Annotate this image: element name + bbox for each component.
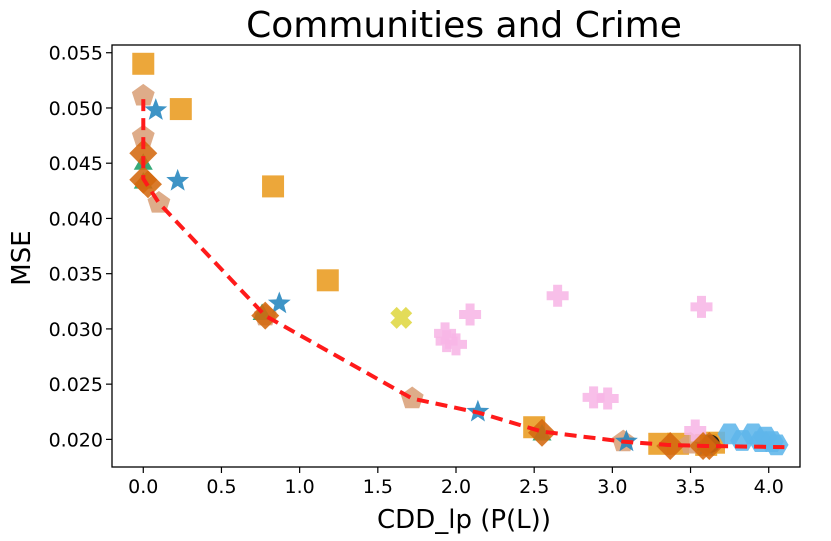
frontier-line — [141, 99, 785, 450]
series-diamond — [129, 139, 724, 461]
data-point-diamond — [528, 418, 556, 447]
x-tick-label: 2.5 — [519, 476, 549, 498]
x-axis-label: CDD_lp (P(L)) — [377, 505, 551, 535]
x-tick-label: 2.0 — [441, 476, 471, 498]
y-axis-label: MSE — [7, 230, 37, 285]
x-tick-label: 1.5 — [363, 476, 393, 498]
series-x-cross — [390, 306, 413, 329]
data-point-plus — [459, 303, 482, 326]
plot-frame — [111, 44, 801, 468]
series-plus — [434, 284, 713, 442]
x-axis: 0.0 0.5 1.0 1.5 2.0 2.5 3.0 3.5 4.0 — [128, 467, 784, 498]
x-tick-label: 4.0 — [754, 476, 784, 498]
data-point-plus — [582, 386, 605, 409]
data-point-x-cross — [390, 306, 413, 329]
data-point-plus — [596, 387, 619, 410]
x-tick-label: 3.0 — [597, 476, 627, 498]
data-point-diamond — [695, 432, 724, 461]
data-point-diamond — [251, 301, 280, 330]
chart-title: Communities and Crime — [246, 5, 682, 46]
y-tick-label: 0.055 — [49, 43, 103, 65]
data-point-square — [262, 175, 285, 198]
data-point-plus — [684, 419, 707, 442]
data-point-plus — [690, 295, 713, 318]
x-tick-label: 3.5 — [675, 476, 705, 498]
y-tick-label: 0.025 — [49, 374, 103, 396]
data-point-square — [132, 52, 155, 75]
data-point-hexagon — [764, 434, 789, 456]
data-point-star — [144, 98, 168, 120]
y-tick-label: 0.020 — [49, 429, 103, 451]
x-tick-label: 0.0 — [128, 476, 158, 498]
y-tick-label: 0.050 — [49, 98, 103, 120]
data-point-star — [166, 168, 190, 191]
data-point-diamond — [129, 139, 158, 168]
series-square — [132, 52, 725, 456]
data-point-pentagon — [131, 83, 155, 106]
data-point-pentagon — [400, 386, 424, 409]
data-point-pentagon — [131, 124, 155, 147]
data-point-star — [267, 291, 291, 314]
y-axis: 0.020 0.025 0.030 0.035 0.040 0.045 0.050 0.055 — [49, 43, 112, 451]
data-point-square — [169, 98, 192, 121]
data-point-square — [316, 269, 339, 292]
x-tick-label: 1.0 — [285, 476, 315, 498]
series-triangle — [133, 153, 716, 451]
series-hexagon — [717, 423, 789, 456]
y-tick-label: 0.045 — [49, 153, 103, 175]
y-tick-label: 0.035 — [49, 264, 103, 286]
x-tick-label: 0.5 — [206, 476, 236, 498]
data-point-plus — [546, 284, 569, 307]
y-tick-label: 0.040 — [49, 208, 103, 230]
y-tick-label: 0.030 — [49, 319, 103, 341]
data-point-plus — [445, 333, 467, 356]
